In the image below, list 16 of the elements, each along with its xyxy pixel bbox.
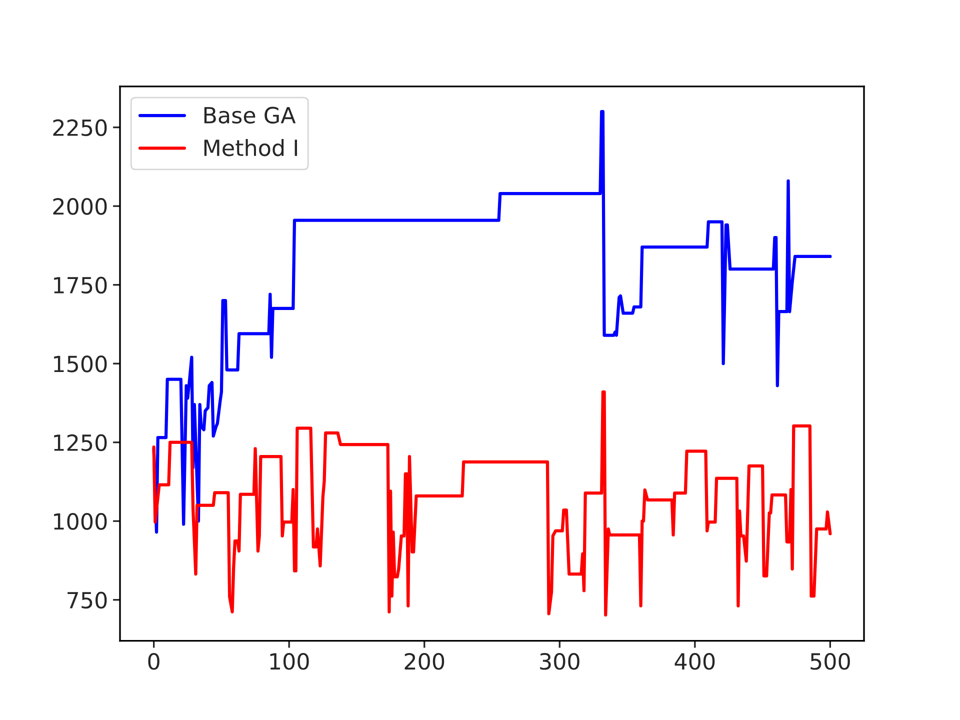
x-tick-label: 400 — [674, 653, 715, 670]
x-tick-label: 0 — [148, 653, 160, 670]
x-tick-label: 100 — [270, 653, 309, 670]
y-tick-label: 2250 — [53, 119, 107, 136]
y-tick-label: 1500 — [54, 356, 107, 372]
y-tick-label: 2000 — [53, 198, 107, 215]
line-series — [152, 390, 832, 617]
x-tick-label: 300 — [540, 653, 580, 670]
y-tick-label: 1000 — [54, 513, 107, 530]
x-tick-label: 200 — [404, 653, 444, 670]
x-tick-label: 500 — [810, 653, 850, 670]
y-tick-label: 1250 — [54, 434, 107, 452]
y-tick-label: 1750 — [54, 276, 107, 294]
legend-label: Base GA — [204, 106, 296, 124]
y-tick-label: 750 — [68, 592, 107, 609]
legend-label: Method I — [204, 139, 297, 156]
